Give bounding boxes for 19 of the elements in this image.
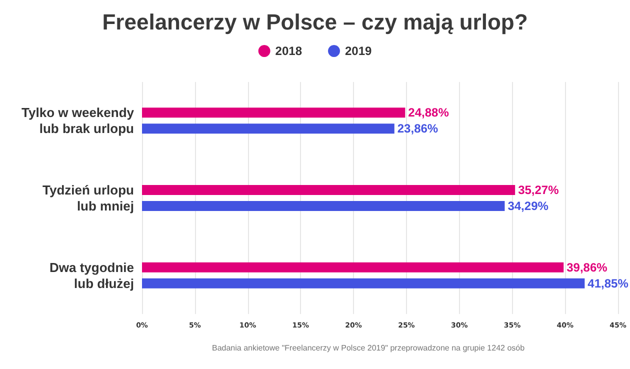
- data-label: 39,86%: [566, 260, 608, 274]
- bar: [142, 108, 406, 118]
- text: Badania ankietowe "Freelancerzy w Polsce 2019" przeprowadzone na grupie 1242 osób: [212, 344, 526, 352]
- data-label: 35,27%: [518, 183, 560, 197]
- data-label: 23,86%: [397, 122, 438, 136]
- data-label: 34,29%: [508, 199, 549, 213]
- bar: [142, 278, 585, 288]
- bar: [142, 185, 516, 195]
- bar: [142, 124, 394, 134]
- bar: [142, 262, 564, 272]
- y-tick-label: Tylko w weekendy lub brak urlopu: [22, 105, 135, 136]
- data-label: 24,88%: [408, 106, 450, 120]
- y-tick-label: Dwa tygodnie lub dłużej: [49, 260, 134, 291]
- legend-label: 2018: [275, 44, 302, 58]
- data-label: 41,85%: [588, 276, 629, 290]
- legend-label: 2019: [345, 44, 372, 58]
- chart-title: Freelancerzy w Polsce – czy mają urlop?: [102, 10, 528, 34]
- bar: [142, 201, 505, 211]
- y-tick-label: Tydzień urlopu lub mniej: [42, 182, 134, 214]
